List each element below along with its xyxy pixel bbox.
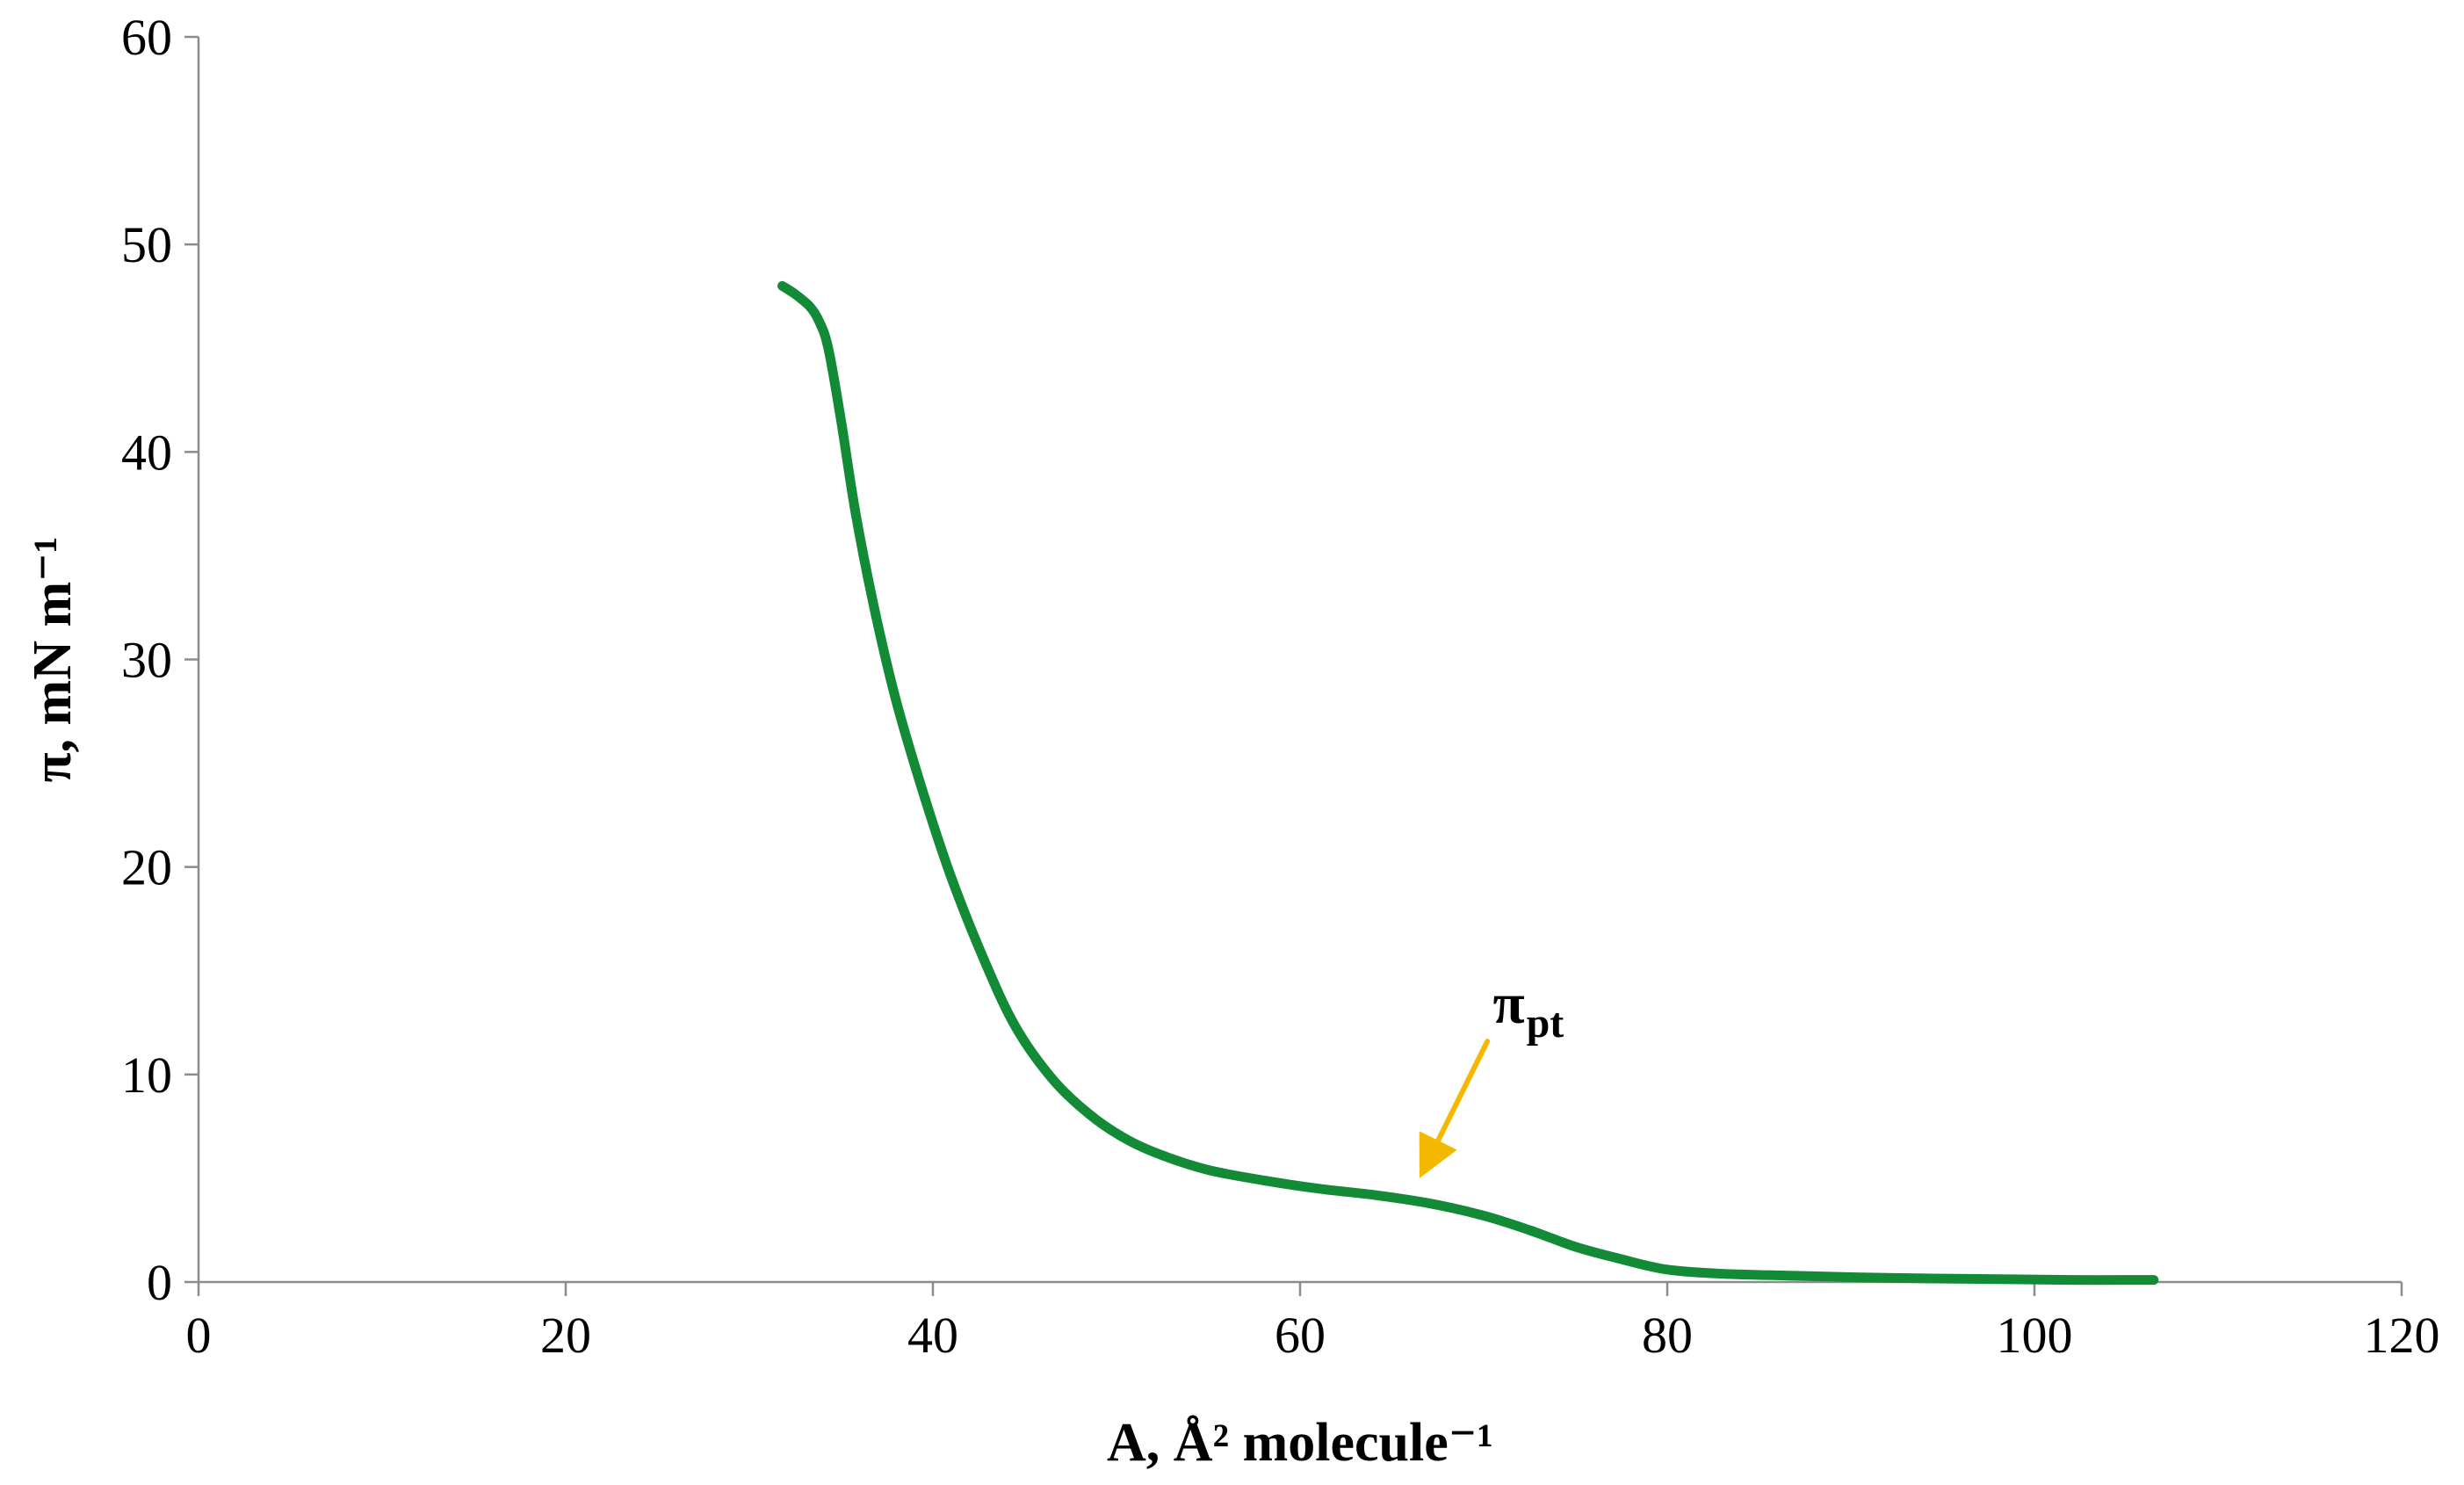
- y-tick-label: 50: [121, 216, 172, 273]
- x-tick-label: 80: [1642, 1307, 1693, 1364]
- y-tick-label: 0: [147, 1254, 172, 1311]
- x-axis-title: A, Å² molecule⁻¹: [1107, 1413, 1493, 1473]
- annotation-symbol: π: [1492, 972, 1524, 1036]
- annotation-label: πpt: [1492, 972, 1564, 1047]
- y-tick-label: 40: [121, 424, 172, 481]
- annotation-arrow-shaft: [1435, 1039, 1491, 1143]
- series: [777, 280, 2159, 1286]
- y-axis-title: π, mN m⁻¹: [23, 537, 83, 783]
- x-tick-label: 60: [1275, 1307, 1326, 1364]
- x-tick-label: 100: [1997, 1307, 2073, 1364]
- y-tick-label: 20: [121, 839, 172, 896]
- ticks: 0 10 20 30 40 50 60 0 20 40 60 80 100 120: [121, 9, 2440, 1364]
- y-tick-label: 60: [121, 9, 172, 66]
- y-tick-label: 10: [121, 1047, 172, 1104]
- series-line-0: [777, 280, 2159, 1286]
- x-tick-label: 120: [2364, 1307, 2440, 1364]
- axes: [197, 37, 2402, 1284]
- x-tick-label: 20: [540, 1307, 591, 1364]
- annotations: πpt: [1419, 972, 1564, 1178]
- x-tick-label: 40: [907, 1307, 958, 1364]
- y-tick-label: 30: [121, 632, 172, 689]
- annotation-subscript: pt: [1527, 1000, 1564, 1047]
- annotation-arrow-head: [1419, 1131, 1457, 1178]
- x-tick-label: 0: [186, 1307, 212, 1364]
